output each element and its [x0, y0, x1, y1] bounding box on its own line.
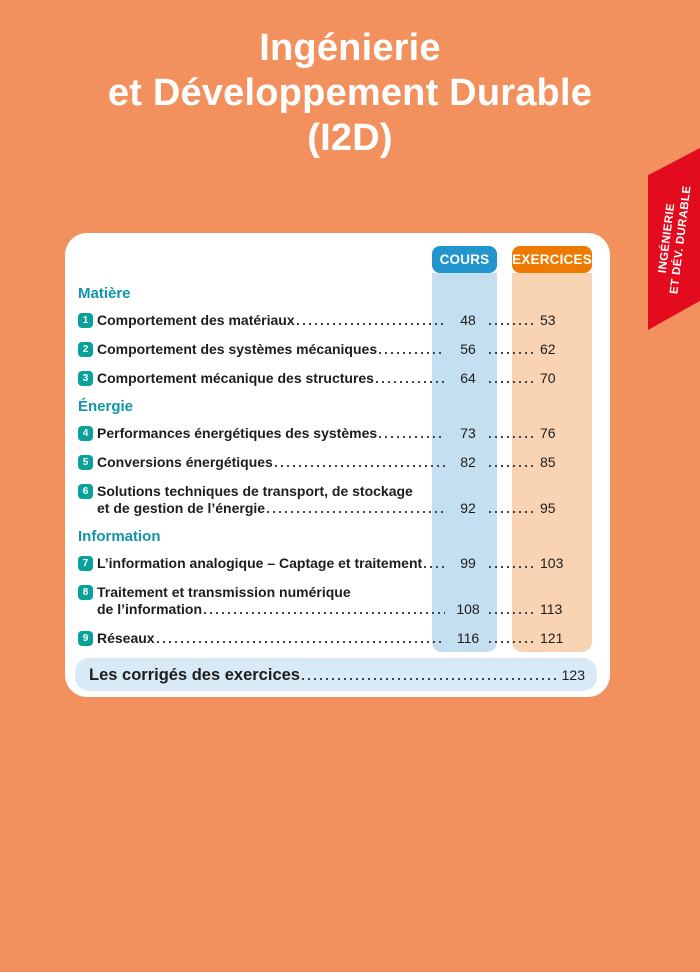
exercices-page-number: 70 — [540, 370, 556, 386]
corriges-bar: Les corrigés des exercices 123 — [75, 658, 597, 691]
cours-page-number: 99 — [460, 555, 476, 571]
exercices-page-number: 53 — [540, 312, 556, 328]
section-title: Information — [78, 528, 161, 545]
dot-leader — [489, 343, 537, 354]
cours-page-number: 64 — [460, 370, 476, 386]
dot-leader — [489, 557, 537, 568]
cours-page-number: 48 — [460, 312, 476, 328]
corriges-page-number: 123 — [561, 667, 585, 683]
item-body: Comportement des systèmes mécaniques 56 62 — [97, 341, 594, 358]
dot-leader — [379, 343, 445, 354]
book-title-line-1: Ingénierie — [259, 27, 441, 69]
dot-leader — [274, 456, 445, 467]
cours-page-number: 56 — [460, 341, 476, 357]
item-title: L’information analogique – Captage et tr… — [97, 555, 423, 571]
toc-row: 4 Performances énergétiques des systèmes 7… — [78, 425, 594, 442]
item-number-badge: 7 — [78, 556, 93, 571]
dot-leader — [296, 314, 445, 325]
item-title: Traitement et transmission numérique — [97, 584, 351, 600]
dot-leader — [489, 456, 537, 467]
item-title: Comportement des matériaux — [97, 312, 295, 328]
item-body: Performances énergétiques des systèmes 73… — [97, 425, 594, 442]
item-title: Performances énergétiques des systèmes — [97, 425, 378, 441]
dot-leader — [489, 372, 537, 383]
item-number-badge: 6 — [78, 484, 93, 499]
cours-column-header: COURS — [432, 246, 497, 273]
item-number-badge: 4 — [78, 426, 93, 441]
exercices-page-number: 62 — [540, 341, 556, 357]
dot-leader — [156, 632, 445, 643]
dot-leader — [424, 557, 445, 568]
chapter-side-tab: INGÉNIERIE ET DÉV. DURABLE — [648, 148, 700, 330]
item-title: Conversions énergétiques — [97, 454, 273, 470]
cours-page-number: 92 — [460, 500, 476, 516]
item-number-badge: 2 — [78, 342, 93, 357]
item-number-badge: 3 — [78, 371, 93, 386]
toc-row: 5 Conversions énergétiques 82 85 — [78, 454, 594, 471]
toc-row: 6 Solutions techniques de transport, de s… — [78, 483, 594, 517]
exercices-page-number: 113 — [540, 601, 563, 617]
toc-row: 9 Réseaux 116 121 — [78, 630, 594, 647]
item-title: Comportement mécanique des structures — [97, 370, 374, 386]
toc-row: 3 Comportement mécanique des structures 64… — [78, 370, 594, 387]
exercices-page-number: 121 — [540, 630, 564, 646]
item-number-badge: 5 — [78, 455, 93, 470]
exercices-page-number: 85 — [540, 454, 556, 470]
book-title-line-3: (I2D) — [307, 117, 393, 159]
exercices-page-number: 103 — [540, 555, 564, 571]
item-body: L’information analogique – Captage et tr… — [97, 555, 594, 572]
corriges-label: Les corrigés des exercices — [89, 666, 300, 684]
item-body: Comportement des matériaux 48 53 — [97, 312, 594, 329]
item-number-badge: 8 — [78, 585, 93, 600]
dot-leader — [489, 502, 537, 513]
item-body: Traitement et transmission numérique de l… — [97, 584, 594, 618]
toc-row: 2 Comportement des systèmes mécaniques 56 6… — [78, 341, 594, 358]
toc-card: COURS EXERCICES Matière 1 Comportement des… — [65, 233, 610, 697]
item-body: Comportement mécanique des structures 64 7… — [97, 370, 594, 387]
section-title: Énergie — [78, 398, 134, 415]
item-title: et de gestion de l’énergie — [97, 500, 266, 516]
dot-leader — [489, 427, 537, 438]
section-title: Matière — [78, 285, 131, 302]
dot-leader — [379, 427, 445, 438]
cours-page-number: 82 — [460, 454, 476, 470]
toc-row: 8 Traitement et transmission numérique de … — [78, 584, 594, 618]
item-body: Conversions énergétiques 82 85 — [97, 454, 594, 471]
dot-leader — [489, 314, 537, 325]
dot-leader — [375, 372, 445, 383]
item-title: de l’information — [97, 601, 202, 617]
dot-leader — [204, 603, 445, 614]
cours-page-number: 116 — [456, 630, 480, 646]
toc-row: 1 Comportement des matériaux 48 53 — [78, 312, 594, 329]
exercices-page-number: 76 — [540, 425, 556, 441]
item-body: Réseaux 116 121 — [97, 630, 594, 647]
item-body: Solutions techniques de transport, de st… — [97, 483, 594, 517]
item-title: Réseaux — [97, 630, 155, 646]
dot-leader — [301, 669, 556, 680]
toc-sections: Matière 1 Comportement des matériaux 48 53 2 C… — [78, 233, 594, 659]
dot-leader — [489, 603, 537, 614]
dot-leader — [489, 632, 537, 643]
dot-leader — [267, 502, 445, 513]
item-title: Comportement des systèmes mécaniques — [97, 341, 378, 357]
book-title: Ingénierie et Développement Durable (I2D… — [0, 26, 700, 161]
cours-page-number: 108 — [456, 601, 480, 617]
toc-row: 7 L’information analogique – Captage et t… — [78, 555, 594, 572]
item-number-badge: 1 — [78, 313, 93, 328]
cours-page-number: 73 — [460, 425, 476, 441]
item-number-badge: 9 — [78, 631, 93, 646]
exercices-page-number: 95 — [540, 500, 556, 516]
exercices-column-header: EXERCICES — [512, 246, 592, 273]
side-tab-label: INGÉNIERIE ET DÉV. DURABLE — [653, 183, 694, 295]
item-title: Solutions techniques de transport, de st… — [97, 483, 413, 499]
book-title-line-2: et Développement Durable — [107, 72, 593, 114]
